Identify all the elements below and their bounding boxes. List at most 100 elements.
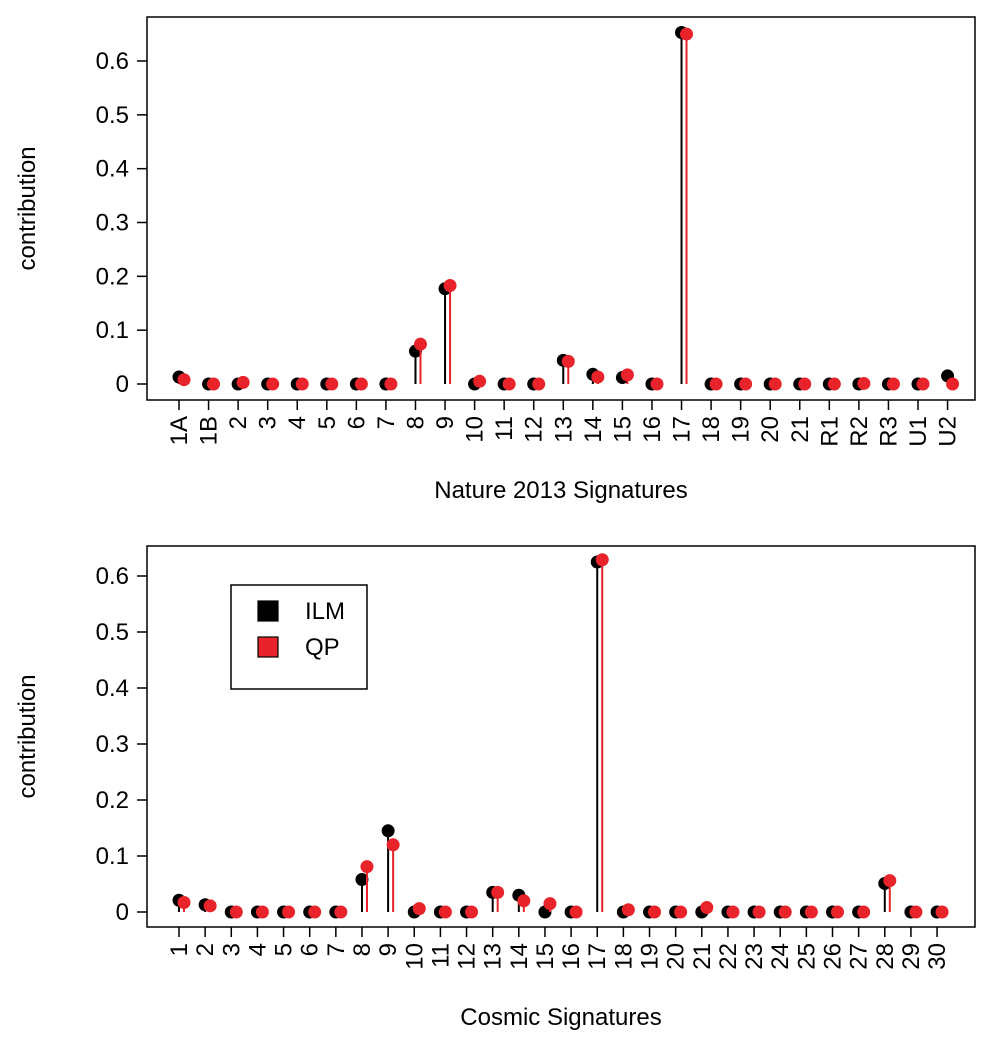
- point-ilm: [381, 824, 395, 838]
- legend-label-ilm: ILM: [305, 598, 345, 625]
- point-qp: [203, 899, 217, 913]
- x-tick-label: 3: [255, 416, 282, 429]
- x-tick-label: 3: [218, 943, 245, 956]
- x-tick-label: 13: [550, 416, 577, 443]
- x-tick-label: R2: [846, 416, 873, 447]
- x-tick-label: 4: [244, 943, 271, 956]
- legend-box: [230, 584, 368, 690]
- point-qp: [768, 377, 782, 391]
- point-qp: [709, 377, 723, 391]
- x-tick-label: 20: [757, 416, 784, 443]
- point-qp: [543, 897, 557, 911]
- point-qp: [946, 377, 960, 391]
- legend-swatch-qp: [257, 636, 279, 658]
- x-tick-label: 12: [521, 416, 548, 443]
- point-qp: [465, 905, 479, 919]
- x-tick-label: 5: [314, 416, 341, 429]
- x-tick-label: 2: [192, 943, 219, 956]
- x-tick-label: 21: [689, 943, 716, 970]
- x-tick-label: 16: [639, 416, 666, 443]
- point-qp: [308, 905, 322, 919]
- x-tick-label: 18: [610, 943, 637, 970]
- x-tick-label: 15: [532, 943, 559, 970]
- x-tick-label: 26: [820, 943, 847, 970]
- point-qp: [561, 354, 575, 368]
- y-tick-label: 0.1: [96, 843, 129, 870]
- x-tick-label: 9: [432, 416, 459, 429]
- x-tick-label: 24: [767, 943, 794, 970]
- x-tick-label: 13: [480, 943, 507, 970]
- point-qp: [443, 278, 457, 292]
- point-qp: [778, 905, 792, 919]
- x-tick-label: R3: [875, 416, 902, 447]
- plot-frame-2: [146, 545, 976, 928]
- x-tick-label: U1: [905, 416, 932, 447]
- plot-frame-1: [146, 16, 976, 401]
- point-qp: [502, 377, 516, 391]
- point-qp: [517, 894, 531, 908]
- x-tick-label: 23: [741, 943, 768, 970]
- point-qp: [207, 377, 221, 391]
- x-tick-label: 4: [284, 416, 311, 429]
- x-tick-label: 14: [580, 416, 607, 443]
- x-tick-label: 2: [225, 416, 252, 429]
- x-tick-label: 1A: [166, 416, 193, 445]
- point-qp: [282, 905, 296, 919]
- y-tick-label: 0.6: [96, 563, 129, 590]
- point-qp: [177, 895, 191, 909]
- y-axis-title: contribution: [14, 674, 41, 798]
- x-tick-label: 1B: [196, 416, 223, 445]
- x-tick-label: 16: [558, 943, 585, 970]
- x-tick-label: 20: [663, 943, 690, 970]
- x-tick-label: 22: [715, 943, 742, 970]
- x-tick-label: U2: [935, 416, 962, 447]
- point-qp: [798, 377, 812, 391]
- point-qp: [739, 377, 753, 391]
- point-qp: [413, 337, 427, 351]
- point-qp: [473, 374, 487, 388]
- x-tick-label: 15: [609, 416, 636, 443]
- point-qp: [857, 376, 871, 390]
- point-qp: [354, 377, 368, 391]
- point-ilm: [355, 873, 369, 887]
- point-qp: [360, 860, 374, 874]
- point-qp: [236, 375, 250, 389]
- point-qp: [916, 377, 930, 391]
- x-tick-label: 17: [669, 416, 696, 443]
- point-qp: [804, 905, 818, 919]
- point-qp: [935, 905, 949, 919]
- x-tick-label: 12: [454, 943, 481, 970]
- point-qp: [857, 905, 871, 919]
- point-qp: [909, 905, 923, 919]
- point-qp: [266, 377, 280, 391]
- point-qp: [595, 553, 609, 567]
- x-tick-label: 25: [793, 943, 820, 970]
- x-axis-title: Cosmic Signatures: [460, 1004, 661, 1031]
- point-qp: [384, 377, 398, 391]
- point-qp: [621, 903, 635, 917]
- x-tick-label: 14: [506, 943, 533, 970]
- point-qp: [591, 370, 605, 384]
- point-qp: [325, 377, 339, 391]
- y-tick-label: 0.1: [96, 317, 129, 344]
- point-qp: [334, 905, 348, 919]
- x-tick-label: 11: [491, 416, 518, 441]
- x-tick-label: 19: [728, 416, 755, 443]
- point-qp: [295, 377, 309, 391]
- x-tick-label: 5: [271, 943, 298, 956]
- x-tick-label: 27: [846, 943, 873, 970]
- point-qp: [620, 368, 634, 382]
- y-axis-title: contribution: [14, 146, 41, 270]
- y-tick-label: 0: [116, 371, 129, 398]
- y-tick-label: 0.5: [96, 619, 129, 646]
- point-qp: [674, 905, 688, 919]
- point-qp: [726, 905, 740, 919]
- x-tick-label: 30: [924, 943, 951, 970]
- point-qp: [680, 27, 694, 41]
- x-tick-label: 10: [462, 416, 489, 443]
- y-tick-label: 0.3: [96, 210, 129, 237]
- y-tick-label: 0.2: [96, 787, 129, 814]
- point-qp: [752, 905, 766, 919]
- point-qp: [831, 905, 844, 919]
